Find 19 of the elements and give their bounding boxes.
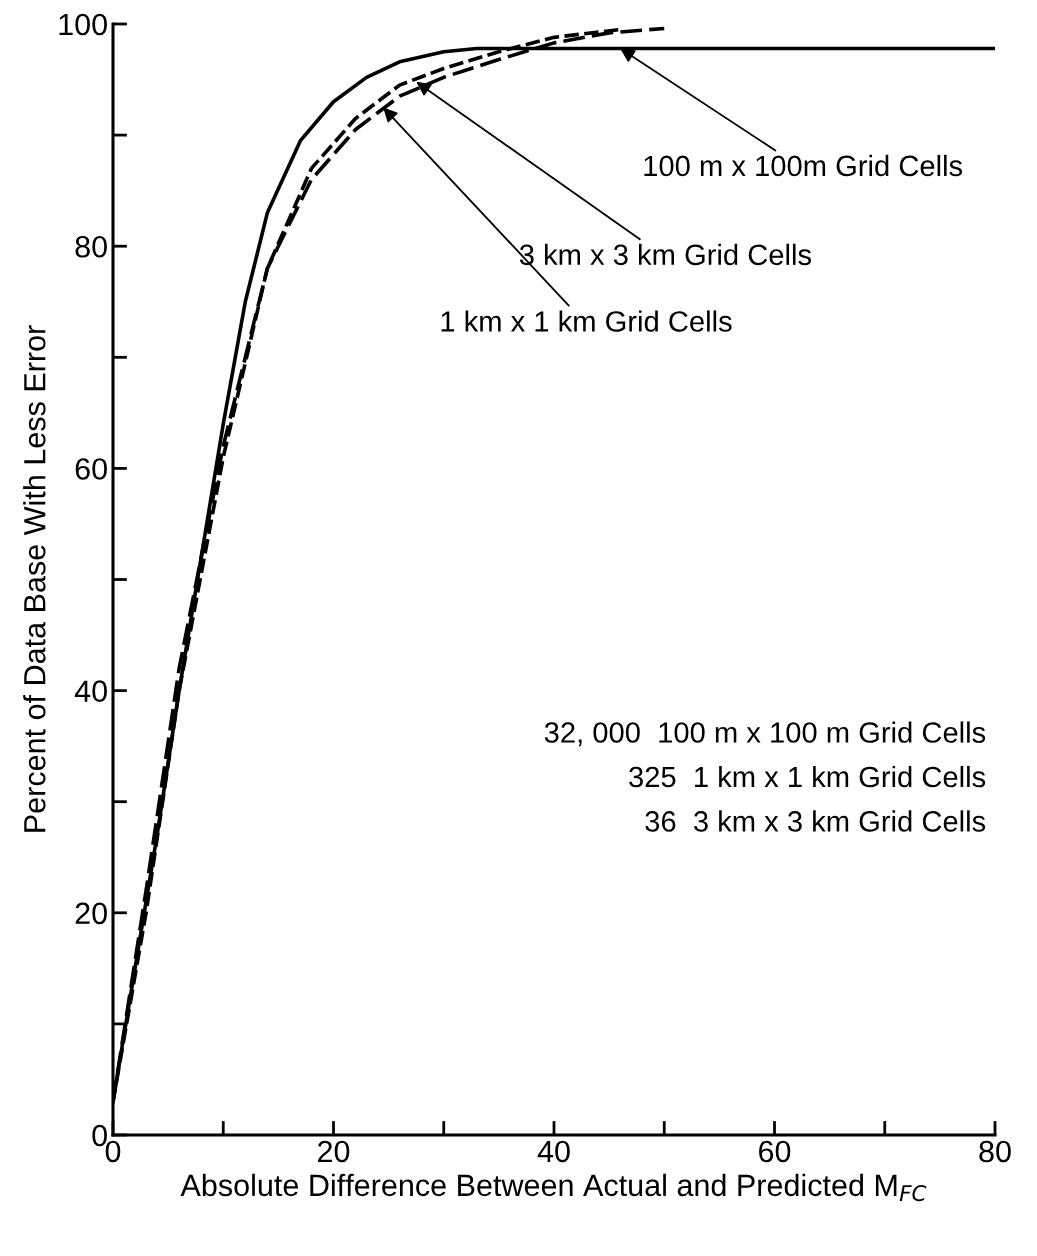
x-tick-label: 0 — [105, 1140, 121, 1163]
annotation: 325 1 km x 1 km Grid Cells — [629, 765, 986, 788]
y-tick-label: 80 — [75, 235, 107, 258]
x-tick-label: 60 — [759, 1140, 791, 1163]
annotation: 1 km x 1 km Grid Cells — [441, 310, 732, 332]
x-tick-label: 20 — [318, 1140, 350, 1163]
annotation: 36 3 km x 3 km Grid Cells — [645, 810, 986, 832]
y-tick-label: 0 — [92, 1124, 107, 1147]
annotation: 3 km x 3 km Grid Cells — [519, 243, 811, 266]
x-axis-title: Absolute Difference Between Actual and Predicted M$_{FC}$ — [180, 1173, 927, 1202]
x-tick-label: 80 — [979, 1140, 1011, 1163]
y-tick-label: 60 — [75, 458, 107, 480]
y-axis-title: Percent of Data Base With Less Error — [23, 325, 46, 832]
annotation: 32, 000 100 m x 100 m Grid Cells — [544, 721, 986, 747]
y-tick-label: 100 — [59, 13, 107, 36]
x-tick-label: 40 — [537, 1140, 570, 1163]
y-tick-label: 40 — [74, 680, 107, 702]
y-tick-label: 20 — [75, 902, 107, 925]
annotation: 100 m x 100m Grid Cells — [644, 154, 963, 177]
